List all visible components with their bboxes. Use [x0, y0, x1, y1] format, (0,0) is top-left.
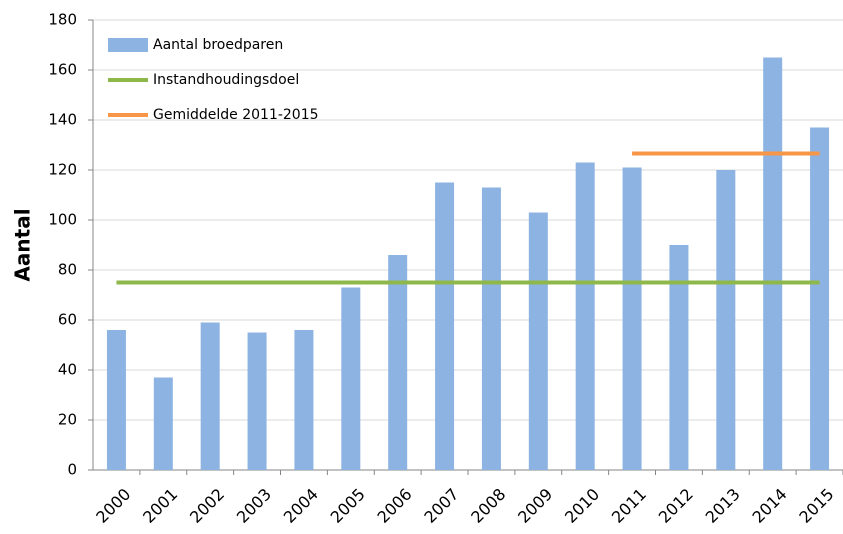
bar [716, 170, 736, 470]
x-tick-label: 2015 [795, 485, 837, 527]
y-tick-label: 60 [58, 311, 77, 329]
bar [341, 287, 361, 470]
bar [200, 322, 220, 470]
y-tick-label: 100 [48, 211, 77, 229]
x-tick-label: 2012 [655, 485, 697, 527]
y-tick-label: 120 [48, 161, 77, 179]
bar [435, 182, 455, 470]
legend-label: Instandhoudingsdoel [153, 72, 299, 88]
x-tick-label: 2007 [420, 485, 462, 527]
y-tick-label: 140 [48, 111, 77, 129]
y-tick-label: 160 [48, 61, 77, 79]
bar [247, 332, 267, 470]
x-tick-label: 2011 [608, 485, 650, 527]
y-tick-label: 40 [58, 361, 77, 379]
bar [810, 127, 830, 470]
bar [528, 212, 548, 470]
y-tick-label: 80 [58, 261, 77, 279]
bar [294, 330, 314, 470]
legend-label: Aantal broedparen [153, 37, 283, 53]
x-tick-label: 2001 [139, 485, 181, 527]
bar [669, 245, 689, 470]
bar [575, 162, 595, 470]
x-tick-label: 2006 [373, 485, 415, 527]
bar [153, 377, 173, 470]
x-tick-label: 2009 [514, 485, 556, 527]
bar [106, 330, 126, 470]
bar [763, 57, 783, 470]
y-tick-label: 180 [48, 11, 77, 29]
x-tick-label: 2000 [92, 485, 134, 527]
x-tick-label: 2002 [186, 485, 228, 527]
x-tick-label: 2014 [748, 485, 790, 527]
x-tick-label: 2008 [467, 485, 509, 527]
x-tick-label: 2005 [327, 485, 369, 527]
legend-label: Gemiddelde 2011-2015 [153, 107, 319, 123]
legend-swatch [108, 38, 148, 52]
y-tick-label: 0 [67, 461, 77, 479]
y-tick-label: 20 [58, 411, 77, 429]
y-axis-label: Aantal [11, 208, 35, 281]
bar [622, 167, 642, 470]
x-tick-label: 2010 [561, 485, 603, 527]
x-tick-label: 2013 [702, 485, 744, 527]
x-tick-label: 2003 [233, 485, 275, 527]
bar [388, 255, 408, 470]
x-tick-label: 2004 [280, 485, 322, 527]
legend: Aantal broedparen Instandhoudingsdoel Gemi… [108, 37, 319, 123]
bar [481, 187, 501, 470]
